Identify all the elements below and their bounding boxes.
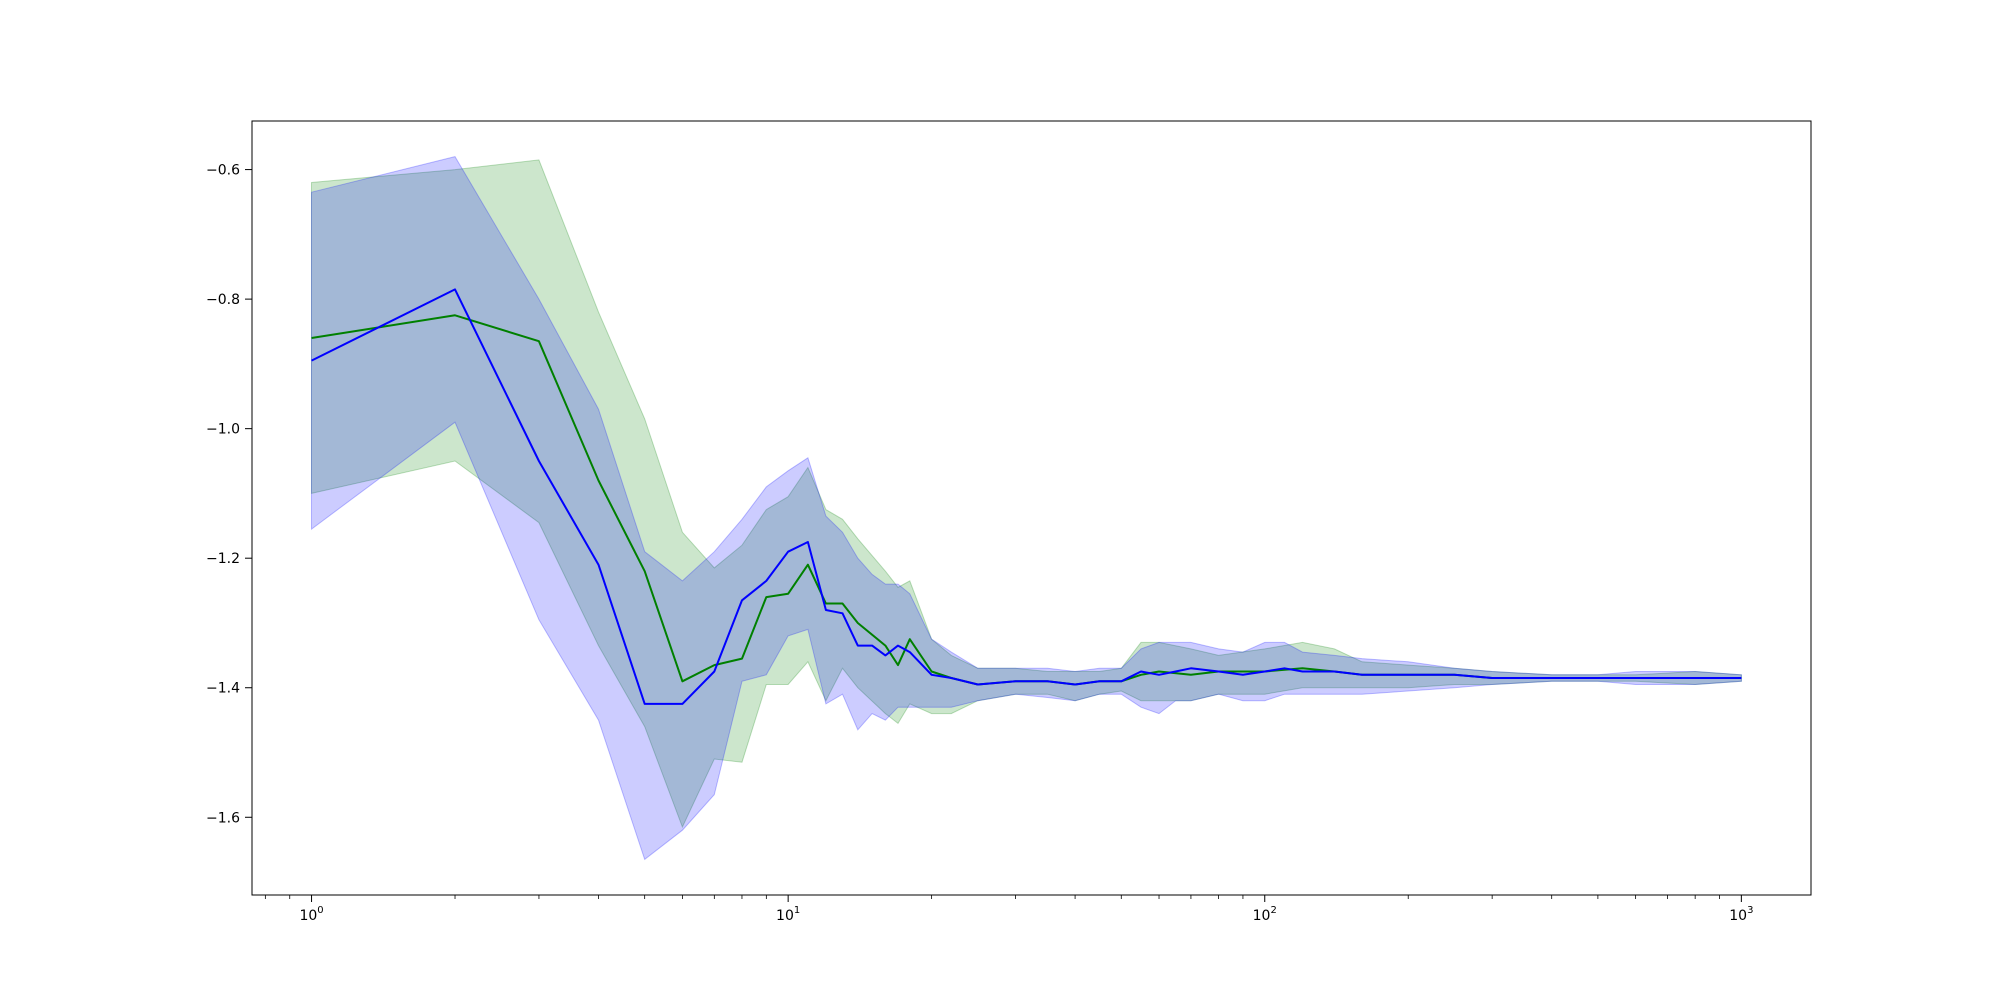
y-tick-label: −1.2 xyxy=(206,551,240,567)
series-2-band xyxy=(311,156,1742,861)
x-tick-label: 100 xyxy=(299,905,323,924)
y-tick-label: −1.0 xyxy=(206,422,240,438)
y-tick-label: −1.6 xyxy=(206,810,240,826)
plot-frame xyxy=(251,120,1812,896)
x-tick-label: 101 xyxy=(776,905,800,924)
series-lines xyxy=(311,288,1742,705)
series-2-line xyxy=(311,288,1742,705)
y-tick-label: −0.8 xyxy=(206,292,240,308)
series-1-band xyxy=(311,159,1742,829)
confidence-bands xyxy=(311,156,1742,861)
x-axis: 100 101 102 103 xyxy=(264,895,1753,924)
y-tick-label: −1.4 xyxy=(206,681,240,697)
x-tick-label: 102 xyxy=(1253,905,1277,924)
y-axis: −0.6 −0.8 −1.0 −1.2 −1.4 −1.6 xyxy=(206,163,252,826)
x-tick-label: 103 xyxy=(1729,905,1753,924)
y-tick-label: −0.6 xyxy=(206,163,240,179)
